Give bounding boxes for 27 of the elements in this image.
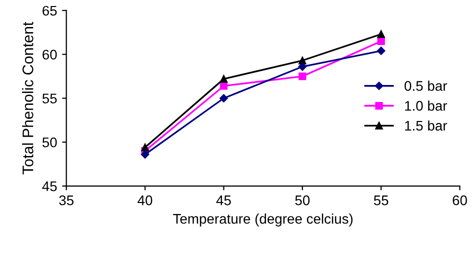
- x-tick-label: 45: [216, 196, 231, 206]
- legend-label: 1.0 bar: [405, 100, 448, 111]
- point: [298, 62, 307, 71]
- x-tick-label: 55: [374, 196, 388, 206]
- y-tick-label: 65: [42, 6, 57, 16]
- x-axis-title: Temperature (degree celcius): [173, 214, 353, 226]
- point: [141, 144, 149, 152]
- x-tick-label: 60: [452, 195, 467, 206]
- y-tick-label: 60: [42, 50, 57, 60]
- point: [377, 30, 385, 38]
- point: [220, 82, 228, 90]
- point: [220, 75, 228, 83]
- point: [220, 94, 228, 102]
- point: [376, 46, 386, 55]
- y-tick-label: 45: [42, 181, 57, 192]
- y-axis-title: Total Phenolic Content: [22, 22, 34, 174]
- legend-label: 1.5 bar: [405, 120, 448, 131]
- x-tick-label: 40: [138, 195, 152, 206]
- point: [377, 37, 385, 46]
- legend-label: 0.5 bar: [404, 80, 448, 91]
- y-tick-label: 55: [42, 94, 57, 104]
- y-tick-label: 50: [42, 137, 57, 148]
- x-tick-label: 50: [295, 195, 310, 206]
- x-tick-label: 35: [59, 195, 74, 206]
- point: [140, 150, 150, 159]
- point: [298, 56, 306, 64]
- point: [298, 72, 306, 80]
